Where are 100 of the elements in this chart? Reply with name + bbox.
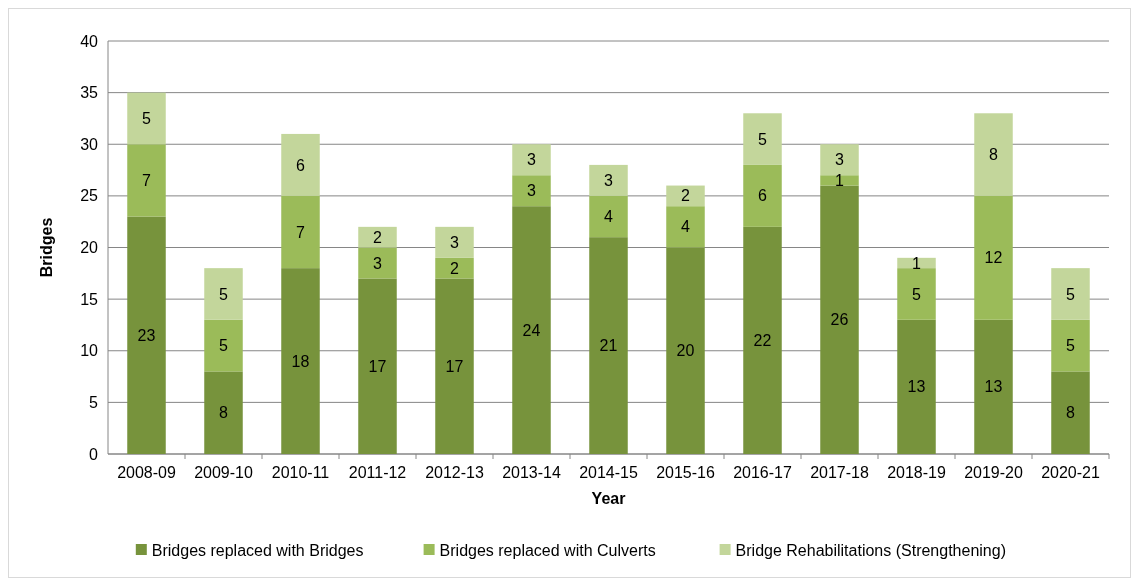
data-label: 5 bbox=[758, 130, 768, 148]
data-label: 7 bbox=[296, 223, 306, 241]
x-tick-label: 2009-10 bbox=[194, 464, 253, 481]
bar bbox=[512, 206, 551, 454]
bar bbox=[435, 278, 474, 454]
data-label: 3 bbox=[527, 151, 537, 169]
bar bbox=[974, 113, 1013, 196]
data-label: 5 bbox=[219, 285, 229, 303]
data-label: 1 bbox=[912, 254, 922, 272]
data-label: 21 bbox=[599, 337, 618, 355]
data-label: 2 bbox=[681, 187, 691, 205]
data-label: 4 bbox=[681, 218, 691, 236]
bar bbox=[589, 195, 628, 238]
y-tick-label: 40 bbox=[80, 32, 99, 50]
legend-label: Bridges replaced with Bridges bbox=[151, 541, 364, 559]
bar bbox=[820, 175, 859, 186]
bar bbox=[820, 185, 859, 454]
bar bbox=[358, 226, 397, 248]
data-label: 3 bbox=[450, 233, 460, 251]
data-label: 17 bbox=[445, 357, 464, 375]
bar bbox=[743, 164, 782, 227]
bar bbox=[666, 247, 705, 454]
bar bbox=[281, 195, 320, 269]
bar bbox=[897, 268, 936, 320]
data-label: 6 bbox=[758, 187, 768, 205]
bar bbox=[358, 247, 397, 279]
bar bbox=[127, 216, 166, 454]
bar bbox=[358, 278, 397, 454]
data-label: 8 bbox=[1066, 404, 1076, 422]
data-label: 23 bbox=[137, 326, 156, 344]
data-label: 13 bbox=[907, 378, 926, 396]
y-tick-label: 35 bbox=[80, 84, 99, 102]
bar bbox=[435, 226, 474, 258]
bar bbox=[435, 257, 474, 279]
bar bbox=[743, 113, 782, 165]
y-axis-title: Bridges bbox=[38, 217, 55, 278]
bar bbox=[1051, 371, 1090, 454]
data-label: 4 bbox=[604, 208, 614, 226]
data-label: 1 bbox=[835, 171, 845, 189]
y-tick-label: 15 bbox=[80, 290, 99, 308]
bar bbox=[974, 195, 1013, 320]
data-label: 5 bbox=[1066, 337, 1076, 355]
data-label: 3 bbox=[373, 254, 383, 272]
x-tick-label: 2010-11 bbox=[271, 464, 330, 481]
bar bbox=[743, 226, 782, 454]
bar bbox=[897, 319, 936, 454]
data-label: 7 bbox=[142, 171, 152, 189]
bar bbox=[666, 185, 705, 207]
data-label: 6 bbox=[296, 156, 306, 174]
y-tick-label: 30 bbox=[80, 135, 99, 153]
x-tick-label: 2013-14 bbox=[502, 464, 561, 481]
y-tick-label: 5 bbox=[89, 393, 99, 411]
data-label: 18 bbox=[291, 352, 310, 370]
bar bbox=[281, 268, 320, 454]
x-tick-label: 2014-15 bbox=[579, 464, 638, 481]
data-label: 5 bbox=[912, 285, 922, 303]
bar bbox=[512, 144, 551, 176]
bar bbox=[589, 164, 628, 196]
legend-label: Bridge Rehabilitations (Strengthening) bbox=[735, 541, 1006, 559]
x-tick-label: 2012-13 bbox=[425, 464, 484, 481]
bar bbox=[974, 319, 1013, 454]
data-label: 22 bbox=[753, 332, 772, 350]
data-label: 17 bbox=[368, 357, 387, 375]
data-label: 24 bbox=[522, 321, 541, 339]
data-label: 3 bbox=[527, 182, 537, 200]
x-tick-label: 2008-09 bbox=[117, 464, 176, 481]
data-label: 5 bbox=[1066, 285, 1076, 303]
data-label: 8 bbox=[989, 146, 999, 164]
data-label: 26 bbox=[830, 311, 849, 329]
y-tick-label: 25 bbox=[80, 187, 99, 205]
bar bbox=[1051, 319, 1090, 372]
data-label: 12 bbox=[984, 249, 1003, 267]
data-label: 2 bbox=[450, 259, 460, 277]
data-label: 3 bbox=[604, 171, 614, 189]
data-label: 8 bbox=[219, 404, 229, 422]
data-label: 13 bbox=[984, 378, 1003, 396]
bar bbox=[204, 268, 243, 320]
x-tick-label: 2019-20 bbox=[964, 464, 1023, 481]
data-label: 20 bbox=[676, 342, 695, 360]
bar bbox=[281, 133, 320, 196]
bar bbox=[512, 175, 551, 207]
bar bbox=[204, 319, 243, 372]
bar bbox=[204, 371, 243, 454]
y-tick-label: 0 bbox=[89, 445, 99, 463]
legend-label: Bridges replaced with Culverts bbox=[439, 541, 656, 559]
x-tick-label: 2011-12 bbox=[348, 464, 407, 481]
bar bbox=[127, 144, 166, 217]
data-label: 5 bbox=[142, 110, 152, 128]
data-label: 2 bbox=[373, 228, 383, 246]
data-label: 3 bbox=[835, 151, 845, 169]
bar bbox=[127, 92, 166, 145]
bar bbox=[666, 206, 705, 248]
x-tick-label: 2020-21 bbox=[1041, 464, 1100, 481]
x-tick-label: 2017-18 bbox=[810, 464, 869, 481]
x-axis-title: Year bbox=[591, 490, 626, 507]
y-tick-label: 10 bbox=[80, 342, 99, 360]
bar bbox=[820, 144, 859, 176]
data-label: 5 bbox=[219, 337, 229, 355]
bar bbox=[589, 237, 628, 454]
x-tick-label: 2018-19 bbox=[887, 464, 946, 481]
